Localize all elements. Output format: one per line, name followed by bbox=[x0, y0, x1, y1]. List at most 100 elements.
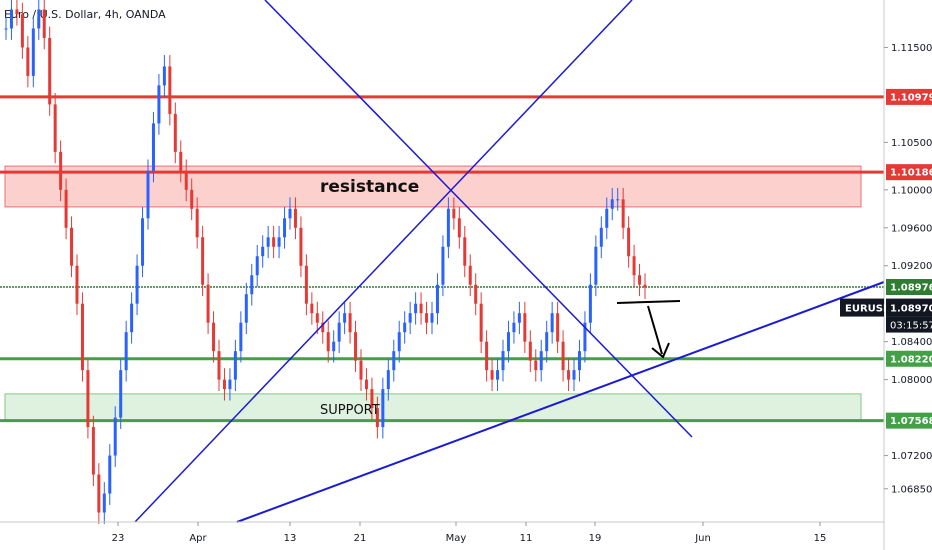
candle-body bbox=[332, 341, 336, 352]
candle-body bbox=[392, 351, 396, 371]
support-zone[interactable] bbox=[4, 393, 862, 421]
arrow-shaft[interactable] bbox=[647, 305, 663, 355]
candle-body bbox=[523, 313, 527, 342]
price-badge-label: 1.10979 bbox=[890, 92, 932, 103]
candle-body bbox=[64, 189, 68, 228]
candle-body bbox=[381, 389, 385, 428]
candle-body bbox=[359, 360, 363, 380]
candle-body bbox=[610, 199, 614, 209]
candle-body bbox=[627, 227, 631, 257]
candle-body bbox=[20, 14, 24, 48]
x-tick-label: 19 bbox=[589, 533, 602, 544]
candle-body bbox=[108, 455, 112, 494]
candle-body bbox=[299, 227, 303, 266]
candle-body bbox=[9, 9, 13, 29]
current-price-badge bbox=[886, 298, 932, 317]
y-tick-label: 1.07200 bbox=[891, 451, 932, 462]
candle-body bbox=[588, 284, 592, 323]
price-badge bbox=[886, 412, 932, 429]
y-tick-label: 1.06850 bbox=[891, 484, 932, 495]
candle-body bbox=[468, 265, 472, 285]
candle-body bbox=[474, 284, 478, 304]
candle-body bbox=[315, 313, 319, 323]
candle-body bbox=[616, 199, 620, 201]
candle-body bbox=[446, 208, 450, 247]
candle-body bbox=[638, 275, 642, 285]
candle-body bbox=[599, 227, 603, 247]
arrow-head-icon bbox=[651, 342, 670, 359]
candle-body bbox=[490, 370, 494, 380]
candle-body bbox=[528, 341, 532, 361]
trend-line-support[interactable] bbox=[236, 281, 885, 523]
candle-body bbox=[190, 189, 194, 209]
candle-body bbox=[266, 237, 270, 247]
candle-body bbox=[15, 9, 19, 15]
price-badge-label: 1.08220 bbox=[890, 354, 932, 365]
candle-body bbox=[354, 332, 358, 361]
y-tick-label: 1.11500 bbox=[891, 43, 932, 54]
candle-body bbox=[42, 9, 46, 38]
candle-body bbox=[517, 313, 521, 323]
symbol-badge bbox=[840, 298, 884, 317]
candle-body bbox=[414, 303, 418, 314]
candle-body bbox=[113, 417, 117, 456]
candle-body bbox=[545, 332, 549, 352]
candle-body bbox=[233, 351, 237, 380]
trend-line-descending[interactable] bbox=[264, 0, 693, 438]
current-price-label: 1.08970 bbox=[890, 304, 932, 315]
price-badge bbox=[886, 279, 932, 296]
candle-body bbox=[272, 237, 276, 247]
trend-line-ascending[interactable] bbox=[134, 0, 633, 523]
candle-body bbox=[222, 379, 226, 390]
marker-line[interactable] bbox=[616, 300, 681, 304]
candle-body bbox=[501, 351, 505, 371]
x-tick-label: 23 bbox=[112, 533, 125, 544]
candle-body bbox=[244, 294, 248, 323]
candle-body bbox=[370, 389, 374, 409]
candle-body bbox=[452, 208, 456, 219]
candle-body bbox=[310, 303, 314, 314]
x-tick-label: 11 bbox=[520, 533, 533, 544]
candle-body bbox=[239, 322, 243, 352]
candle-body bbox=[506, 332, 510, 352]
candle-body bbox=[59, 151, 63, 190]
candle-body bbox=[102, 493, 106, 513]
candle-body bbox=[539, 351, 543, 371]
price-badge bbox=[886, 350, 932, 367]
candle-body bbox=[435, 284, 439, 314]
candle-body bbox=[37, 9, 41, 29]
candle-body bbox=[485, 341, 489, 371]
y-tick-label: 1.09200 bbox=[891, 261, 932, 272]
x-tick-label: 13 bbox=[284, 533, 297, 544]
candle-body bbox=[594, 246, 598, 285]
candle-body bbox=[124, 332, 128, 371]
candle-body bbox=[217, 351, 221, 380]
candle-body bbox=[326, 332, 330, 352]
candle-body bbox=[567, 370, 571, 380]
candle-body bbox=[250, 275, 254, 295]
candle-body bbox=[386, 370, 390, 390]
x-tick-label: 21 bbox=[354, 533, 367, 544]
candle-body bbox=[572, 370, 576, 380]
candle-body bbox=[151, 123, 155, 171]
candle-body bbox=[348, 313, 352, 333]
candle-body bbox=[26, 47, 30, 76]
candle-body bbox=[430, 313, 434, 323]
candle-body bbox=[130, 303, 134, 333]
candle-body bbox=[304, 265, 308, 304]
candle-body bbox=[201, 237, 205, 285]
candle-body bbox=[277, 237, 281, 247]
candle-body bbox=[496, 370, 500, 380]
countdown-badge bbox=[886, 316, 932, 333]
candle-body bbox=[80, 303, 84, 371]
candle-body bbox=[457, 218, 461, 238]
candle-body bbox=[162, 66, 166, 86]
candle-body bbox=[397, 332, 401, 352]
price-badge-label: 1.07568 bbox=[890, 416, 932, 427]
candle-body bbox=[146, 170, 150, 219]
candle-body bbox=[337, 322, 341, 342]
x-tick-label: 15 bbox=[814, 533, 827, 544]
candle-body bbox=[48, 37, 52, 105]
candle-body bbox=[408, 313, 412, 323]
